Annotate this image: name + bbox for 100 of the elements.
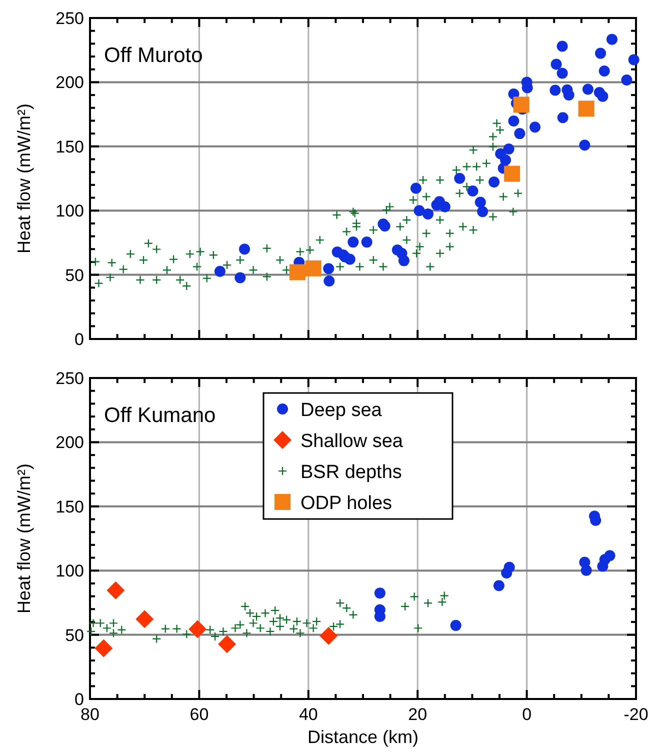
point <box>248 618 258 628</box>
point <box>604 550 616 562</box>
point <box>348 610 358 620</box>
point <box>504 166 520 182</box>
point <box>423 598 433 608</box>
point <box>242 628 252 638</box>
point <box>230 624 240 633</box>
point <box>94 639 113 658</box>
y-tick-label: 50 <box>65 626 84 645</box>
point <box>467 185 478 196</box>
x-axis-title: Distance (km) <box>307 727 419 747</box>
y-tick-label: 100 <box>56 202 84 221</box>
point <box>579 140 590 151</box>
y-tick-label: 50 <box>65 266 84 285</box>
point <box>305 260 322 276</box>
x-tick-label: 20 <box>408 705 428 724</box>
point <box>410 182 422 194</box>
legend-label: BSR depths <box>300 462 402 483</box>
point <box>86 626 96 636</box>
point <box>379 220 390 232</box>
annotation: Off Muroto <box>104 44 203 67</box>
point <box>218 635 236 654</box>
point <box>234 272 246 284</box>
point <box>88 618 98 628</box>
y-axis-title: Heat flow (mW/m²) <box>14 104 34 254</box>
point <box>439 201 450 212</box>
point <box>108 618 118 628</box>
point <box>332 246 343 258</box>
point <box>152 634 162 644</box>
point <box>504 562 515 573</box>
point <box>450 620 462 631</box>
point <box>513 96 530 113</box>
point <box>414 205 425 216</box>
point <box>266 626 275 636</box>
y-tick-label: 200 <box>56 73 84 92</box>
legend-label: Shallow sea <box>300 431 404 452</box>
point <box>597 90 608 102</box>
point <box>289 264 306 280</box>
point <box>628 54 640 66</box>
point <box>172 624 182 634</box>
point <box>580 564 592 576</box>
y-tick-label: 250 <box>56 369 84 388</box>
point <box>328 622 338 632</box>
point <box>556 68 568 79</box>
legend-label: Deep sea <box>300 400 382 421</box>
point <box>260 608 270 618</box>
point <box>410 592 419 602</box>
point <box>106 581 125 600</box>
point <box>160 624 170 634</box>
y-tick-label: 150 <box>56 137 84 156</box>
x-tick-label: 40 <box>298 705 318 724</box>
y-axis-title: Heat flow (mW/m²) <box>14 464 34 614</box>
point <box>374 588 386 599</box>
point <box>438 598 447 607</box>
point <box>320 626 338 645</box>
point <box>503 143 514 154</box>
point <box>582 84 594 95</box>
point <box>477 206 488 218</box>
point <box>292 616 302 626</box>
point <box>422 208 434 220</box>
y-tick-label: 100 <box>56 562 84 581</box>
point <box>336 620 345 629</box>
point <box>556 40 568 52</box>
x-tick-label: -20 <box>624 705 648 724</box>
point <box>275 614 285 623</box>
point <box>236 620 245 630</box>
y-tick-label: 200 <box>56 433 84 452</box>
point <box>488 176 500 188</box>
point <box>621 74 632 86</box>
y-tick-label: 250 <box>56 9 84 28</box>
point <box>606 34 618 45</box>
point <box>218 626 228 636</box>
point <box>348 236 359 248</box>
point <box>557 112 568 124</box>
point <box>550 84 561 96</box>
point <box>514 128 526 140</box>
point <box>182 630 192 639</box>
y-tick-label: 0 <box>74 330 84 349</box>
point <box>563 90 574 101</box>
point <box>239 244 250 255</box>
point <box>282 615 292 624</box>
point <box>136 610 154 628</box>
point <box>398 255 410 266</box>
point <box>474 196 486 208</box>
annotation: Off Kumano <box>104 404 216 427</box>
point <box>256 624 265 633</box>
legend-label: ODP holes <box>300 493 392 514</box>
point <box>214 266 226 277</box>
point <box>117 625 126 634</box>
point <box>595 48 606 59</box>
point <box>493 580 504 592</box>
point <box>414 624 423 633</box>
point <box>508 115 520 126</box>
point <box>400 602 410 611</box>
point <box>312 616 322 626</box>
point <box>270 606 280 615</box>
point <box>188 620 207 638</box>
point <box>323 263 334 274</box>
point <box>324 275 335 286</box>
point <box>550 58 562 70</box>
